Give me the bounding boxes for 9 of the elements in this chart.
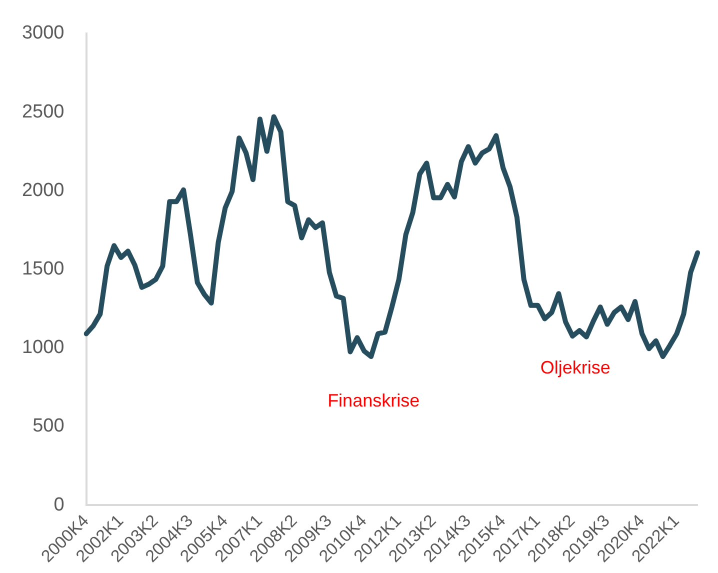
- y-tick-label: 1000: [22, 337, 64, 358]
- y-tick-label: 2000: [22, 180, 64, 201]
- y-tick-label: 1500: [22, 258, 64, 280]
- y-tick-label: 3000: [22, 22, 64, 44]
- y-tick-label: 2500: [22, 101, 64, 122]
- y-tick-label: 500: [32, 416, 64, 437]
- annotation: Finanskrise: [328, 390, 420, 410]
- annotation: Oljekrise: [540, 357, 610, 378]
- y-tick-label: 0: [54, 494, 64, 516]
